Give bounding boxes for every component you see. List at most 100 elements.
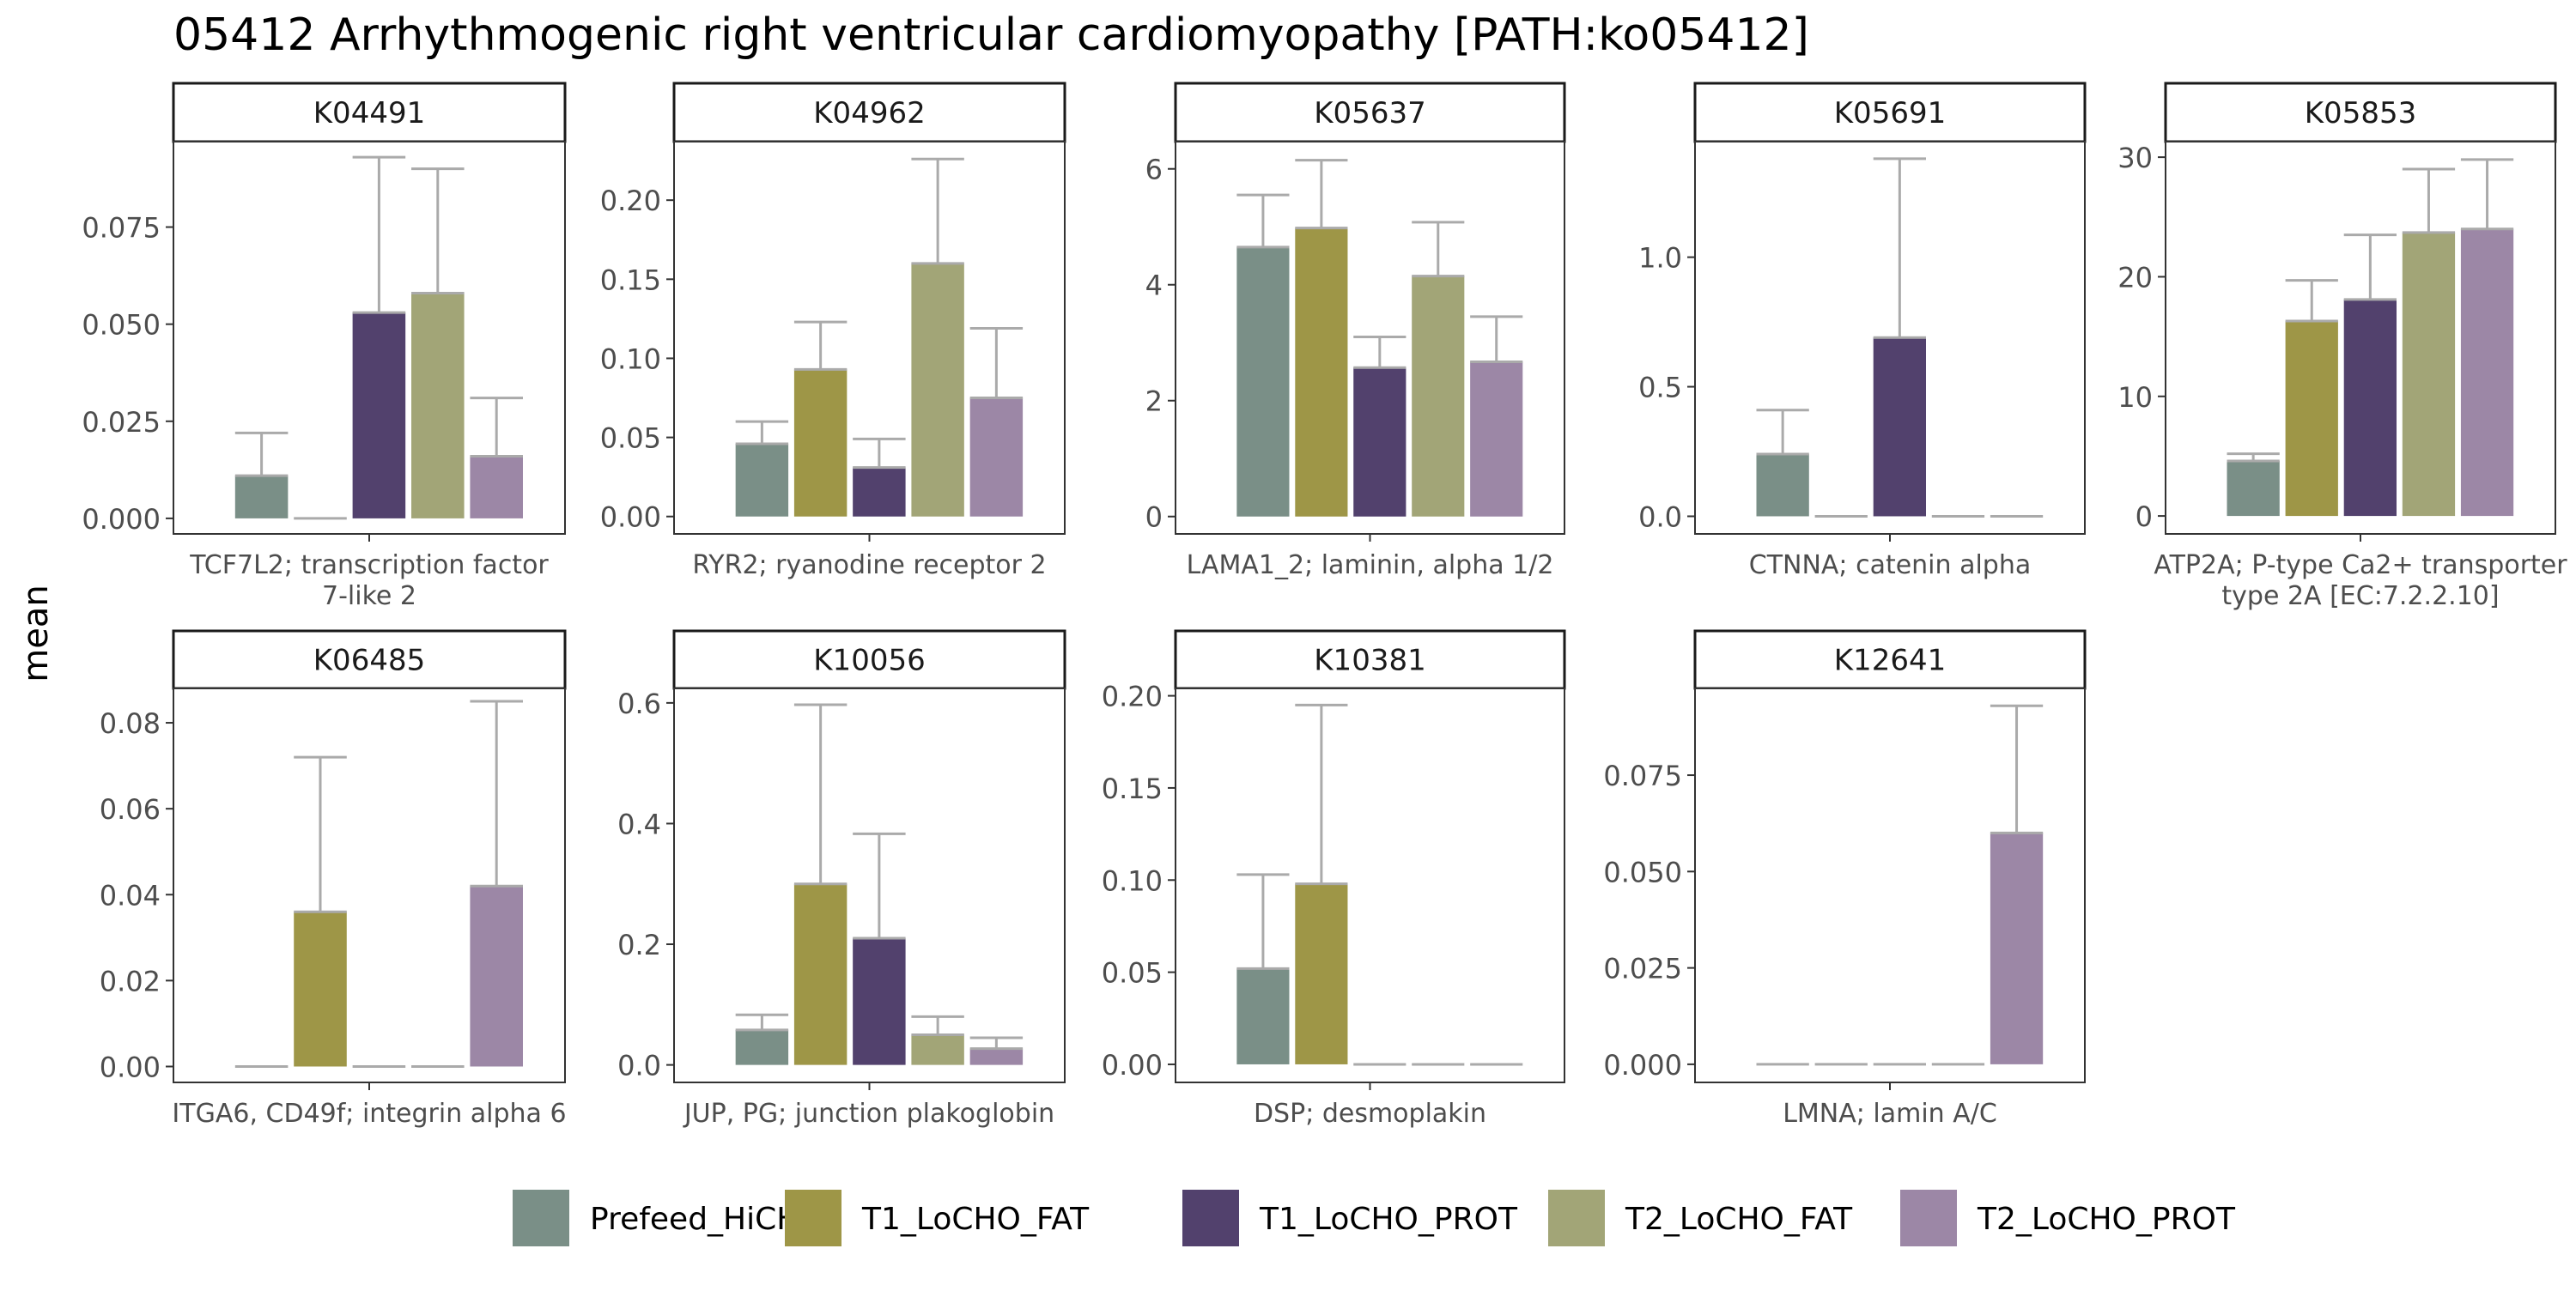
y-tick-label: 0.15	[1102, 773, 1163, 805]
y-tick-label: 0.10	[600, 342, 661, 375]
chart-title: 05412 Arrhythmogenic right ventricular c…	[173, 9, 1809, 61]
y-tick-label: 0.06	[100, 793, 161, 826]
legend-key-T1_LoCHO_FAT	[785, 1190, 841, 1246]
bar-T1_LoCHO_FAT	[794, 884, 847, 1065]
facet-panel-K05853: K05853 0 10 20 30 ATP2A; P-type Ca2+ transpor…	[2117, 83, 2567, 611]
bar-Prefeed_HiCHO	[235, 476, 289, 518]
bar-T2_LoCHO_FAT	[911, 264, 963, 517]
y-tick-label: 0.0	[617, 1050, 661, 1082]
facet-panel-K05637: K05637 0 2 4 6 LAMA1_2; laminin, alpha 1/2	[1145, 83, 1564, 580]
bar-T1_LoCHO_FAT	[794, 369, 847, 516]
facet-panel-K12641: K12641 0.000 0.025 0.050 0.075 LMNA; lamin A/…	[1603, 631, 2085, 1129]
bar-T2_LoCHO_FAT	[411, 293, 465, 518]
y-tick-label: 2	[1145, 385, 1163, 418]
y-tick-label: 0.2	[617, 929, 661, 961]
bar-T1_LoCHO_PROT	[353, 312, 406, 518]
legend-label: T2_LoCHO_FAT	[1625, 1202, 1853, 1237]
bar-T1_LoCHO_FAT	[1295, 884, 1347, 1064]
y-tick-label: 0.025	[1603, 953, 1682, 985]
legend-key-T2_LoCHO_FAT	[1548, 1190, 1605, 1246]
y-tick-label: 0.050	[1603, 856, 1682, 888]
legend-key-T1_LoCHO_PROT	[1182, 1190, 1239, 1246]
facet-strip-label: K04962	[813, 96, 925, 130]
facet-strip-label: K10381	[1314, 644, 1425, 678]
legend-label: T1_LoCHO_PROT	[1259, 1202, 1518, 1237]
y-tick-label: 0.000	[82, 503, 161, 536]
y-tick-label: 20	[2117, 261, 2153, 294]
y-tick-label: 10	[2117, 381, 2153, 414]
y-tick-label: 0	[1145, 501, 1163, 534]
y-tick-label: 0.05	[600, 422, 661, 455]
y-tick-label: 0.00	[100, 1051, 161, 1083]
y-axis-title: mean	[16, 585, 56, 682]
y-tick-label: 0.075	[82, 212, 161, 245]
facet-strip-label: K10056	[813, 644, 925, 678]
bar-T2_LoCHO_PROT	[970, 398, 1023, 517]
x-axis-label: type 2A [EC:7.2.2.10]	[2221, 581, 2499, 611]
bar-Prefeed_HiCHO	[1236, 968, 1289, 1064]
bar-Prefeed_HiCHO	[2227, 461, 2280, 516]
facet-strip-label: K05853	[2305, 96, 2416, 130]
y-tick-label: 0.02	[100, 965, 161, 997]
y-tick-label: 4	[1145, 270, 1163, 302]
bar-T2_LoCHO_PROT	[470, 886, 523, 1066]
y-tick-label: 0	[2136, 500, 2153, 533]
bar-T1_LoCHO_PROT	[853, 938, 905, 1065]
bar-T1_LoCHO_FAT	[1295, 228, 1347, 517]
bar-Prefeed_HiCHO	[736, 1030, 788, 1065]
bar-T2_LoCHO_FAT	[2403, 233, 2455, 516]
y-tick-label: 0.00	[1102, 1049, 1163, 1082]
y-tick-label: 0.08	[100, 707, 161, 740]
facet-strip-label: K05691	[1834, 96, 1946, 130]
y-tick-label: 30	[2117, 142, 2153, 174]
bar-T1_LoCHO_PROT	[1353, 367, 1406, 516]
y-tick-label: 0.10	[1102, 864, 1163, 897]
x-axis-label: LAMA1_2; laminin, alpha 1/2	[1187, 550, 1554, 580]
x-axis-label: ITGA6, CD49f; integrin alpha 6	[172, 1099, 566, 1129]
y-tick-label: 0.20	[600, 185, 661, 217]
bar-T1_LoCHO_PROT	[1874, 337, 1926, 516]
x-axis-label: LMNA; lamin A/C	[1783, 1099, 1997, 1129]
y-tick-label: 0.20	[1102, 681, 1163, 713]
y-tick-label: 0.025	[82, 406, 161, 439]
legend-label: T2_LoCHO_PROT	[1977, 1202, 2236, 1237]
y-tick-label: 1.0	[1638, 242, 1682, 275]
bar-T2_LoCHO_PROT	[1990, 833, 2043, 1064]
facet-strip-label: K05637	[1314, 96, 1425, 130]
bar-T1_LoCHO_PROT	[2344, 300, 2397, 516]
bar-Prefeed_HiCHO	[1236, 247, 1289, 517]
facet-strip-label: K12641	[1834, 644, 1946, 678]
x-axis-label: RYR2; ryanodine receptor 2	[692, 550, 1046, 580]
y-tick-label: 0.0	[1638, 500, 1682, 533]
y-tick-label: 0.000	[1603, 1049, 1682, 1082]
bar-T1_LoCHO_FAT	[2286, 321, 2338, 516]
legend-label: T1_LoCHO_FAT	[861, 1202, 1090, 1237]
y-tick-label: 0.00	[600, 501, 661, 534]
y-tick-label: 0.075	[1603, 760, 1682, 792]
y-tick-label: 0.050	[82, 309, 161, 342]
y-tick-label: 0.5	[1638, 372, 1682, 404]
x-axis-label: CTNNA; catenin alpha	[1749, 550, 2031, 580]
y-tick-label: 6	[1145, 154, 1163, 186]
bar-Prefeed_HiCHO	[1757, 454, 1809, 516]
bar-T2_LoCHO_PROT	[970, 1049, 1023, 1065]
x-axis-label: 7-like 2	[322, 581, 416, 611]
bar-T2_LoCHO_FAT	[1412, 276, 1464, 517]
x-axis-label: TCF7L2; transcription factor	[189, 550, 549, 580]
facet-strip-label: K06485	[313, 644, 425, 678]
y-tick-label: 0.6	[617, 688, 661, 720]
legend-key-Prefeed_HiCHO	[513, 1190, 569, 1246]
bar-T2_LoCHO_PROT	[1470, 362, 1522, 517]
x-axis-label: ATP2A; P-type Ca2+ transporter	[2154, 550, 2567, 580]
bar-T2_LoCHO_FAT	[911, 1034, 963, 1064]
x-axis-label: JUP, PG; junction plakoglobin	[683, 1099, 1054, 1129]
legend-key-T2_LoCHO_PROT	[1900, 1190, 1957, 1246]
